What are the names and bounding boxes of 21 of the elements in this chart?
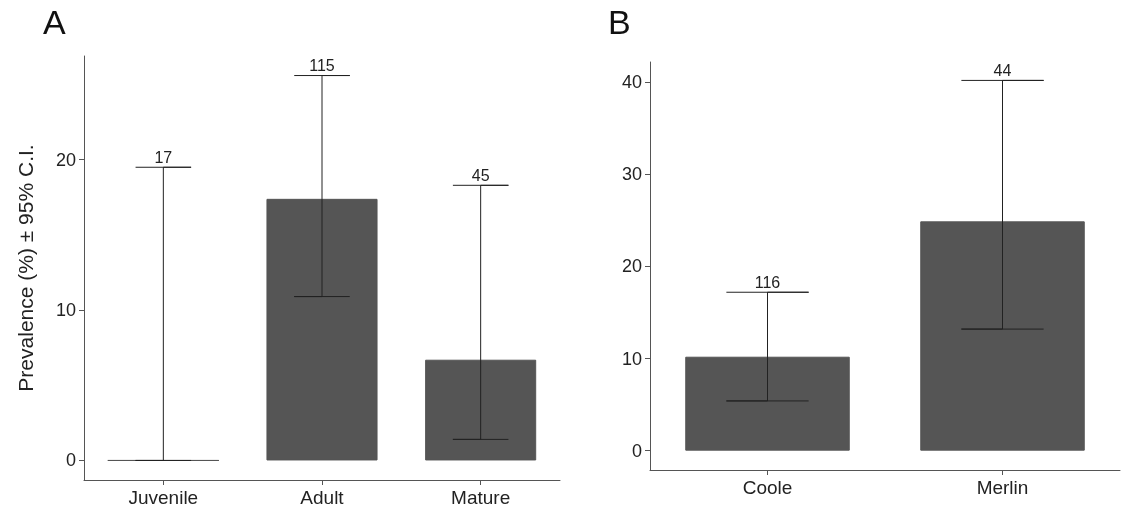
chart-title: B — [608, 3, 631, 41]
x-tick-label: Coole — [742, 477, 793, 498]
y-tick-label: 20 — [621, 256, 642, 277]
annotation: 45 — [471, 166, 490, 184]
annotation: 116 — [754, 273, 781, 291]
y-tick-label: 40 — [621, 72, 642, 93]
x-tick-label: Mature — [451, 487, 511, 508]
y-tick-label: 0 — [65, 450, 76, 471]
annotation: 115 — [309, 57, 335, 75]
x-tick-label: Adult — [300, 487, 345, 508]
y-tick-label: 30 — [621, 164, 642, 185]
x-tick-label: Juvenile — [128, 487, 199, 508]
annotation: 17 — [154, 148, 173, 166]
y-tick-label: 0 — [631, 440, 642, 461]
y-tick-label: 20 — [55, 149, 76, 170]
y-tick-label: 10 — [621, 348, 642, 369]
x-tick-label: Merlin — [976, 477, 1029, 498]
y-tick-label: 10 — [55, 300, 76, 321]
chart-title: A — [43, 3, 66, 41]
annotation: 44 — [993, 61, 1012, 79]
y-axis-title: Prevalence (%) ± 95% C.I. — [14, 144, 37, 392]
